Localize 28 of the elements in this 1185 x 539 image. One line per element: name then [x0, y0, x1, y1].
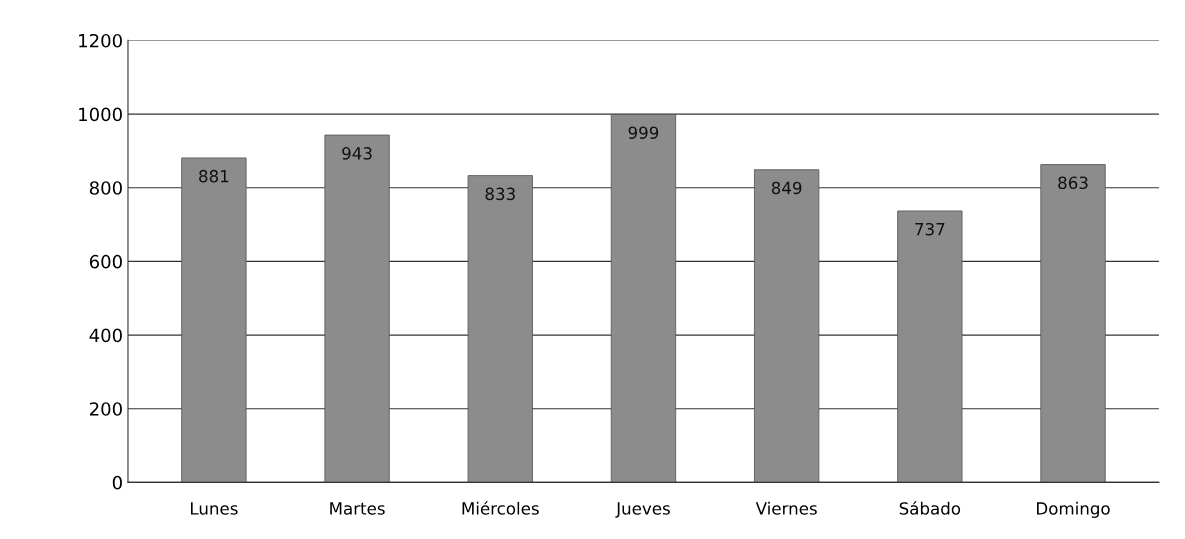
y-tick-label: 0 — [112, 475, 122, 490]
data-label: 849 — [771, 181, 802, 195]
data-label: 999 — [628, 126, 659, 140]
bar — [1040, 164, 1106, 483]
data-label: 737 — [915, 222, 945, 236]
x-tick-label: Lunes — [191, 502, 238, 515]
bar — [324, 134, 390, 483]
y-tick-label: 1200 — [79, 33, 122, 48]
x-tick-label: Sábado — [899, 501, 961, 515]
y-tick-label: 800 — [89, 181, 122, 195]
y-tick-label: 400 — [89, 328, 122, 343]
x-tick-label: Martes — [330, 502, 385, 515]
bar — [610, 114, 677, 483]
x-tick-label: Miércoles — [462, 501, 539, 515]
data-label: 943 — [342, 147, 372, 160]
data-label: 881 — [199, 169, 229, 183]
x-tick-label: Domingo — [1037, 501, 1110, 518]
bar — [181, 157, 247, 483]
bar — [897, 210, 963, 483]
data-label: 863 — [1058, 176, 1088, 190]
bar — [467, 175, 533, 483]
bar — [754, 169, 820, 483]
x-tick-label: Viernes — [755, 501, 817, 515]
x-tick-label: Jueves — [615, 502, 670, 518]
data-label: 833 — [485, 187, 515, 201]
y-tick-label: 200 — [89, 402, 122, 416]
y-tick-label: 600 — [89, 254, 122, 269]
y-tick-label: 1000 — [79, 107, 122, 122]
